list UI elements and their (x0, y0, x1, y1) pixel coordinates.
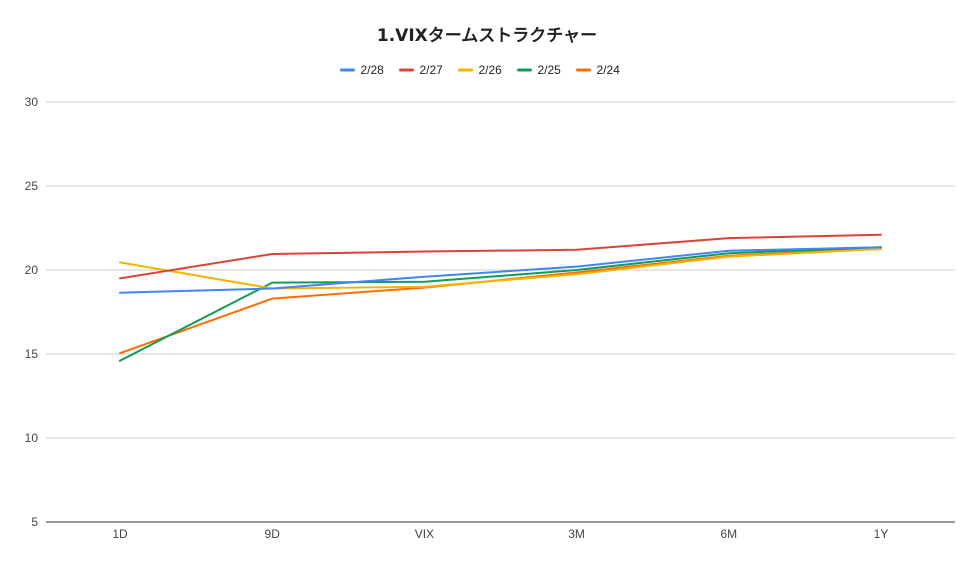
gridlines (46, 101, 955, 523)
series-line (119, 233, 882, 280)
series-line (119, 246, 882, 362)
x-tick-label: 6M (720, 527, 737, 541)
series-lines (119, 233, 882, 362)
y-tick-label: 20 (25, 263, 39, 277)
legend: 2/28 2/27 2/26 2/25 2/24 (340, 63, 621, 77)
legend-label: 2/27 (420, 63, 444, 77)
y-tick-label: 10 (25, 431, 39, 445)
series-line (119, 247, 882, 355)
legend-label: 2/28 (361, 63, 385, 77)
y-tick-label: 30 (25, 95, 39, 109)
x-tick-label: 9D (265, 527, 281, 541)
legend-label: 2/25 (538, 63, 562, 77)
legend-item: 2/28 (340, 63, 385, 77)
legend-label: 2/24 (597, 63, 621, 77)
y-tick-label: 25 (25, 179, 39, 193)
x-tick-label: 3M (568, 527, 585, 541)
y-tick-label: 5 (31, 515, 38, 529)
legend-item: 2/27 (399, 63, 444, 77)
y-tick-label: 15 (25, 347, 39, 361)
legend-label: 2/26 (479, 63, 503, 77)
x-tick-label: 1Y (874, 527, 889, 541)
x-axis-ticks: 1D 9D VIX 3M 6M 1Y (112, 527, 888, 541)
x-tick-label: VIX (415, 527, 434, 541)
legend-item: 2/25 (517, 63, 562, 77)
y-axis-ticks: 5 10 15 20 25 30 (25, 95, 39, 529)
series-line (119, 246, 882, 294)
legend-item: 2/24 (576, 63, 621, 77)
chart-title: 1.VIXタームストラクチャー (377, 26, 597, 46)
x-tick-label: 1D (112, 527, 128, 541)
legend-item: 2/26 (458, 63, 503, 77)
series-line (119, 248, 882, 290)
